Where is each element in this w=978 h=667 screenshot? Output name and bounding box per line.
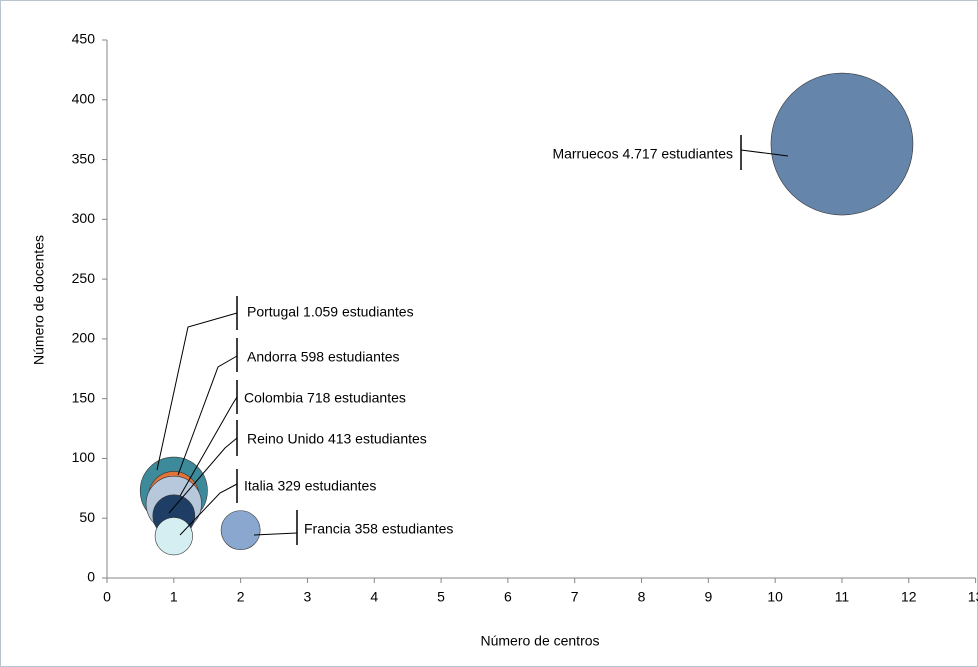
data-label: Andorra 598 estudiantes <box>247 349 400 365</box>
x-tick-label: 1 <box>170 589 178 605</box>
leader-line <box>168 437 238 514</box>
leader-line <box>179 396 238 497</box>
data-label: Portugal 1.059 estudiantes <box>247 304 414 320</box>
y-tick-label: 400 <box>72 90 96 106</box>
x-tick-label: 0 <box>103 589 111 605</box>
leader-line <box>156 312 238 471</box>
leader-line <box>253 532 298 536</box>
data-label: Francia 358 estudiantes <box>304 521 453 537</box>
x-tick-label: 4 <box>370 589 378 605</box>
x-tick-label: 8 <box>638 589 646 605</box>
x-tick-label: 10 <box>767 589 783 605</box>
y-tick-label: 200 <box>72 330 96 346</box>
x-tick-label: 6 <box>504 589 512 605</box>
leader-line <box>179 483 238 536</box>
x-axis-label: Número de centros <box>480 633 599 649</box>
x-tick-label: 2 <box>237 589 245 605</box>
x-tick-label: 12 <box>901 589 917 605</box>
y-tick-label: 250 <box>72 270 96 286</box>
bubble <box>770 72 914 216</box>
leader-line <box>177 355 238 476</box>
x-tick-label: 5 <box>437 589 445 605</box>
y-tick-label: 350 <box>72 150 96 166</box>
y-tick-label: 0 <box>87 569 95 585</box>
data-label: Marruecos 4.717 estudiantes <box>552 146 733 162</box>
data-label: Italia 329 estudiantes <box>244 478 376 494</box>
data-label: Colombia 718 estudiantes <box>244 390 406 406</box>
leader-line <box>740 149 789 157</box>
y-tick-label: 100 <box>72 449 96 465</box>
data-label: Reino Unido 413 estudiantes <box>247 431 427 447</box>
y-tick-label: 300 <box>72 210 96 226</box>
x-tick-label: 9 <box>704 589 712 605</box>
x-tick-label: 3 <box>304 589 312 605</box>
y-tick-label: 50 <box>79 509 95 525</box>
x-tick-label: 7 <box>571 589 579 605</box>
y-tick-label: 150 <box>72 389 96 405</box>
x-tick-label: 11 <box>835 589 850 605</box>
bubble <box>154 517 193 556</box>
x-tick-label: 13 <box>968 589 978 605</box>
bubble <box>220 510 261 551</box>
y-tick-label: 450 <box>72 31 96 47</box>
y-axis-label: Número de docentes <box>31 235 47 365</box>
